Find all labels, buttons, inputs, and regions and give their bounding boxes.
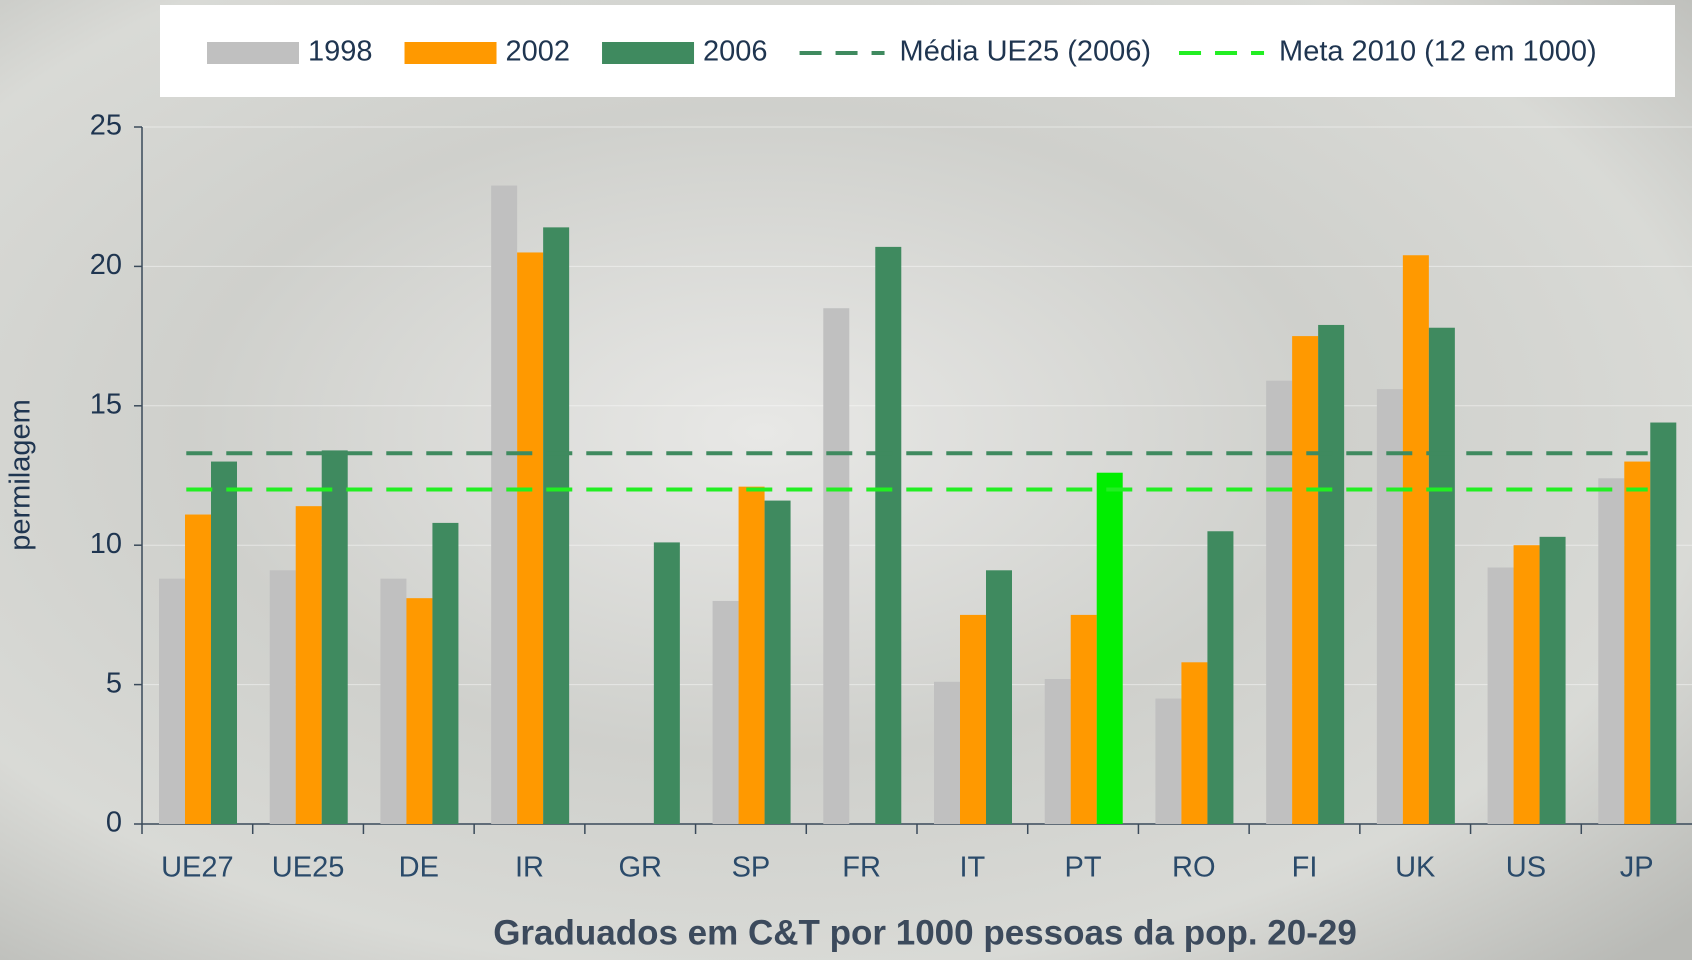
bar [823,308,849,824]
bar [432,523,458,824]
legend-swatch [405,42,497,64]
bar [986,570,1012,824]
bar [713,601,739,824]
x-tick-label: UE27 [161,852,234,884]
legend-swatch [207,42,299,64]
bar [1207,531,1233,824]
bar [765,501,791,824]
y-tick-label: 25 [90,110,122,142]
y-tick-label: 5 [106,667,122,699]
bar [1155,699,1181,824]
bar [1624,462,1650,824]
x-tick-label: IR [515,852,544,884]
bar [1514,545,1540,824]
bar [1097,473,1123,824]
bar [543,227,569,824]
bar [960,615,986,824]
bar [1266,381,1292,824]
bar [875,247,901,824]
bar [739,487,765,824]
bar [934,682,960,824]
bar [322,450,348,824]
bar [1540,537,1566,824]
x-tick-label: UE25 [272,852,345,884]
x-tick-label: GR [618,852,662,884]
bar [270,570,296,824]
x-tick-label: FR [842,852,881,884]
y-tick-label: 15 [90,388,122,420]
bar [406,598,432,824]
y-tick-label: 20 [90,249,122,281]
legend-swatch [602,42,694,64]
bar [1403,255,1429,824]
legend-label: Média UE25 (2006) [900,36,1151,68]
bar [654,542,680,824]
bar [211,462,237,824]
bar [517,252,543,824]
bar [491,186,517,824]
bar [380,579,406,824]
legend-label: 2002 [506,36,571,68]
legend-label: Meta 2010 (12 em 1000) [1279,36,1597,68]
x-axis-label: Graduados em C&T por 1000 pessoas da pop… [493,913,1357,952]
bar [1181,662,1207,824]
bar [1598,478,1624,824]
bar [1650,423,1676,824]
bar [185,515,211,824]
x-tick-label: DE [399,852,439,884]
chart: permilagem Graduados em C&T por 1000 pes… [0,0,1692,960]
bar [1488,568,1514,824]
x-tick-label: RO [1172,852,1216,884]
y-tick-label: 10 [90,528,122,560]
bar [1045,679,1071,824]
bar [159,579,185,824]
bar [1071,615,1097,824]
x-tick-label: FI [1292,852,1318,884]
x-tick-label: IT [959,852,985,884]
bar [1292,336,1318,824]
y-tick-label: 0 [106,807,122,839]
x-tick-label: UK [1395,852,1436,884]
bar [1318,325,1344,824]
x-tick-label: JP [1620,852,1654,884]
bar [296,506,322,824]
y-axis-label: permilagem [5,399,37,551]
legend-label: 2006 [703,36,768,68]
bar [1429,328,1455,824]
x-tick-label: PT [1065,852,1102,884]
legend-label: 1998 [308,36,373,68]
x-tick-label: SP [732,852,771,884]
x-tick-label: US [1506,852,1546,884]
